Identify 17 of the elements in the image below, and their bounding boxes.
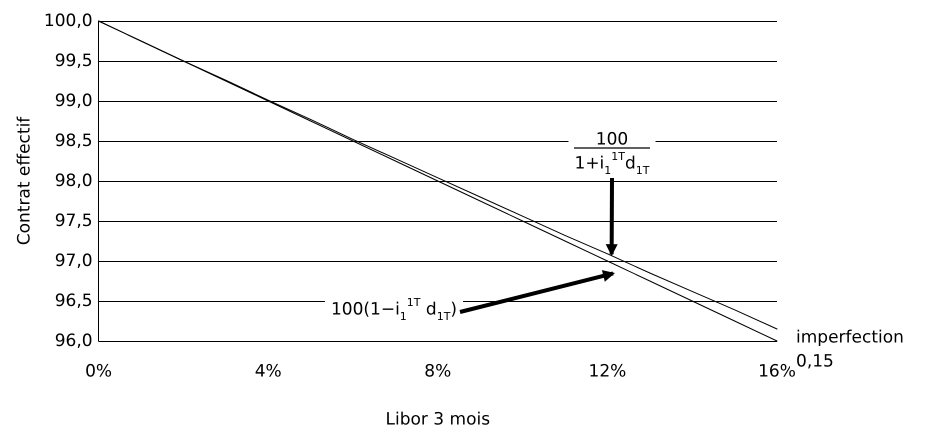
y-tick-label: 99,5 xyxy=(54,51,93,71)
x-axis-title: Libor 3 mois xyxy=(386,410,490,430)
x-tick-label: 16% xyxy=(758,362,796,382)
y-tick-label: 97,5 xyxy=(54,211,93,231)
y-tick-label: 96,5 xyxy=(54,291,93,311)
y-axis-title: Contrat effectif xyxy=(14,116,34,246)
x-tick-label: 12% xyxy=(588,362,626,382)
text: imperfection 0,15 xyxy=(796,328,904,372)
y-tick-label: 100,0 xyxy=(44,11,93,31)
y-tick-label: 98,5 xyxy=(54,131,93,151)
x-tick-label: 4% xyxy=(254,362,282,382)
x-tick-label: 0% xyxy=(85,362,112,382)
y-tick-label: 98,0 xyxy=(54,171,93,191)
x-tick-label: 8% xyxy=(424,362,452,382)
y-tick-label: 97,0 xyxy=(54,251,93,271)
y-tick-label: 99,0 xyxy=(54,91,93,111)
y-tick-label: 96,0 xyxy=(54,331,93,351)
